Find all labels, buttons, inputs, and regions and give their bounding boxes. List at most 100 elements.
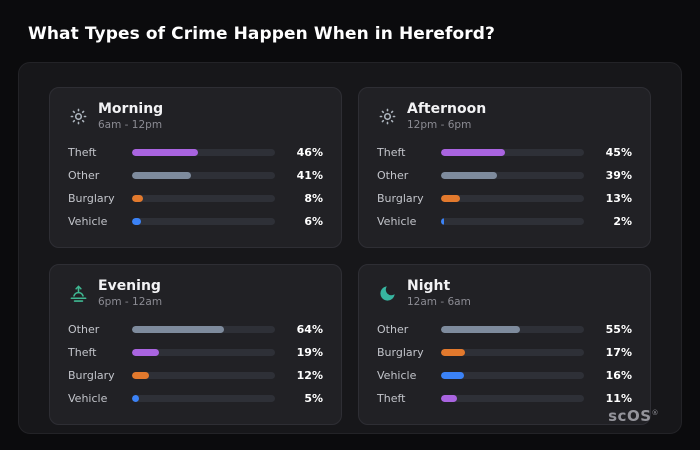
bar-row: Burglary 8% — [68, 192, 323, 205]
bar-fill — [441, 372, 464, 380]
brand-logo: scOS® — [608, 407, 659, 425]
bar-rows: Other 55% Burglary 17% Vehicle 16% — [377, 318, 632, 414]
bar-value: 45% — [605, 146, 632, 160]
bar-value: 6% — [304, 215, 323, 229]
bar-fill — [132, 326, 224, 334]
registered-mark: ® — [651, 409, 659, 417]
page-title: What Types of Crime Happen When in Heref… — [28, 24, 496, 44]
bar-row: Theft 45% — [377, 146, 632, 159]
card-subtitle: 6am - 12pm — [98, 119, 163, 132]
bar-track — [441, 349, 584, 357]
card-title-block: Night 12am - 6am — [407, 278, 471, 308]
bar-value: 39% — [605, 169, 632, 183]
bar-value: 12% — [296, 369, 323, 383]
bar-label: Theft — [68, 146, 97, 160]
card-header: Morning 6am - 12pm — [68, 101, 323, 131]
bar-value: 11% — [605, 392, 632, 406]
card-subtitle: 12pm - 6pm — [407, 119, 472, 132]
bar-track — [132, 326, 275, 334]
card-header: Night 12am - 6am — [377, 278, 632, 308]
bar-rows: Other 64% Theft 19% Burglary 12% — [68, 318, 323, 414]
bar-label: Vehicle — [68, 215, 108, 229]
afternoon-card: Afternoon 12pm - 6pm Theft 45% Other 39% — [358, 87, 651, 249]
bar-value: 2% — [613, 215, 632, 229]
card-title-block: Morning 6am - 12pm — [98, 101, 163, 131]
sun-icon — [377, 106, 397, 126]
bar-track — [441, 149, 584, 157]
bar-label: Burglary — [68, 192, 115, 206]
bar-row: Theft 11% — [377, 392, 632, 405]
bar-label: Other — [377, 169, 409, 183]
bar-row: Vehicle 5% — [68, 392, 323, 405]
bar-label: Vehicle — [68, 392, 108, 406]
card-title: Morning — [98, 101, 164, 117]
bar-row: Other 64% — [68, 323, 323, 336]
bar-track — [132, 149, 275, 157]
bar-value: 19% — [296, 346, 323, 360]
bar-value: 16% — [605, 369, 632, 383]
card-title-block: Evening 6pm - 12am — [98, 278, 162, 308]
night-card: Night 12am - 6am Other 55% Burglary 17% — [358, 264, 651, 426]
bar-value: 64% — [296, 323, 323, 337]
bar-row: Burglary 17% — [377, 346, 632, 359]
bar-label: Other — [377, 323, 409, 337]
bar-row: Vehicle 6% — [68, 215, 323, 228]
bar-track — [132, 195, 275, 203]
bar-track — [132, 218, 275, 226]
bar-row: Other 39% — [377, 169, 632, 182]
bar-row: Burglary 12% — [68, 369, 323, 382]
bar-fill — [441, 326, 520, 334]
bar-value: 17% — [605, 346, 632, 360]
bar-track — [441, 195, 584, 203]
bar-value: 5% — [304, 392, 323, 406]
bar-label: Theft — [377, 392, 406, 406]
bar-fill — [132, 172, 191, 180]
bar-label: Burglary — [377, 192, 424, 206]
moon-icon — [377, 283, 397, 303]
sun-icon — [68, 106, 88, 126]
bar-track — [441, 326, 584, 334]
bar-fill — [441, 195, 460, 203]
bar-track — [441, 395, 584, 403]
card-title: Afternoon — [407, 101, 487, 117]
bar-label: Other — [68, 169, 100, 183]
bar-value: 46% — [296, 146, 323, 160]
bar-track — [132, 395, 275, 403]
bar-label: Burglary — [68, 369, 115, 383]
bar-fill — [441, 218, 444, 226]
card-title: Night — [407, 278, 451, 295]
brand-name: scOS — [608, 407, 652, 425]
bar-label: Theft — [377, 146, 406, 160]
bar-fill — [132, 395, 140, 403]
bar-label: Vehicle — [377, 369, 417, 383]
bar-value: 41% — [296, 169, 323, 183]
bar-row: Other 55% — [377, 323, 632, 336]
dashboard-panel: Morning 6am - 12pm Theft 46% Other 41% — [18, 62, 682, 434]
bar-fill — [441, 149, 506, 157]
bar-fill — [441, 172, 497, 180]
bar-track — [132, 172, 275, 180]
bar-value: 13% — [605, 192, 632, 206]
bar-label: Burglary — [377, 346, 424, 360]
bar-fill — [132, 195, 144, 203]
bar-row: Theft 19% — [68, 346, 323, 359]
bar-fill — [441, 395, 457, 403]
bar-track — [132, 349, 275, 357]
bar-value: 8% — [304, 192, 323, 206]
bar-track — [441, 172, 584, 180]
card-header: Afternoon 12pm - 6pm — [377, 101, 632, 131]
bar-fill — [441, 349, 466, 357]
bar-row: Theft 46% — [68, 146, 323, 159]
bar-label: Vehicle — [377, 215, 417, 229]
bar-fill — [132, 149, 198, 157]
evening-card: Evening 6pm - 12am Other 64% Theft 19% — [49, 264, 342, 426]
bar-rows: Theft 45% Other 39% Burglary 13% — [377, 141, 632, 237]
card-title-block: Afternoon 12pm - 6pm — [407, 101, 486, 131]
morning-card: Morning 6am - 12pm Theft 46% Other 41% — [49, 87, 342, 249]
bar-fill — [132, 218, 141, 226]
bar-row: Other 41% — [68, 169, 323, 182]
card-title: Evening — [98, 278, 161, 295]
bar-row: Vehicle 2% — [377, 215, 632, 228]
bar-row: Burglary 13% — [377, 192, 632, 205]
bar-label: Theft — [68, 346, 97, 360]
